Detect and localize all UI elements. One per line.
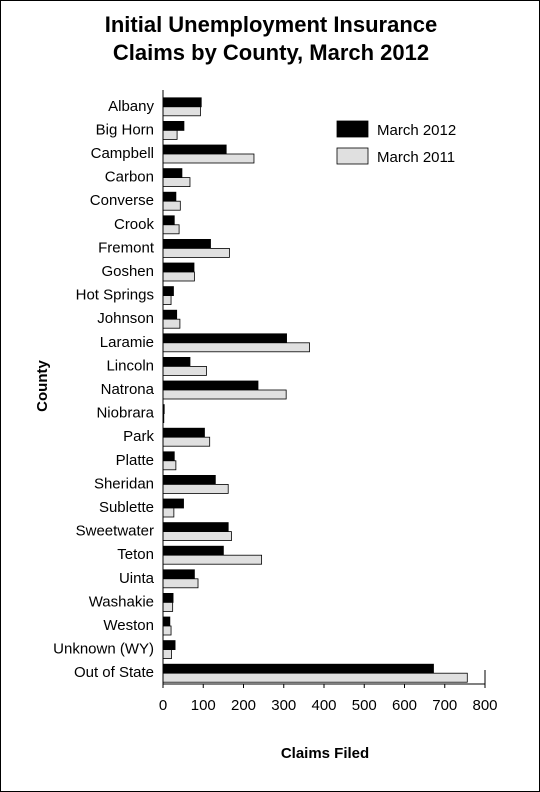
bar-march-2011-sublette bbox=[162, 507, 175, 518]
category-label: Park bbox=[123, 428, 154, 445]
category-label: Johnson bbox=[97, 310, 154, 327]
bar-march-2012-big-horn bbox=[162, 121, 185, 131]
category-label: Big Horn bbox=[96, 121, 154, 138]
category-label: Converse bbox=[90, 192, 154, 209]
category-label: Sweetwater bbox=[76, 523, 154, 540]
bar-march-2012-converse bbox=[162, 191, 177, 202]
category-label: Platte bbox=[116, 452, 154, 469]
x-tick-label: 400 bbox=[311, 697, 336, 714]
bar-march-2012-washakie bbox=[162, 593, 174, 603]
bar-march-2012-out-of-state bbox=[162, 663, 434, 674]
category-label: Sheridan bbox=[94, 475, 154, 492]
category-label: Sublette bbox=[99, 499, 154, 516]
bar-march-2011-sweetwater bbox=[162, 531, 232, 541]
category-label: Lincoln bbox=[106, 357, 154, 374]
bar-march-2012-albany bbox=[162, 97, 202, 108]
category-label: Out of State bbox=[74, 664, 154, 681]
bar-march-2011-converse bbox=[162, 200, 181, 211]
bar-march-2011-out-of-state bbox=[162, 672, 468, 683]
category-label: Goshen bbox=[101, 263, 154, 280]
bar-march-2011-fremont bbox=[162, 247, 230, 258]
x-tick-label: 200 bbox=[231, 697, 256, 714]
category-label: Carbon bbox=[105, 169, 154, 186]
category-label: Unknown (WY) bbox=[53, 641, 154, 658]
bar-march-2011-carbon bbox=[162, 177, 191, 188]
x-tick-label: 700 bbox=[432, 697, 457, 714]
bar-march-2012-laramie bbox=[162, 333, 287, 344]
bar-march-2012-crook bbox=[162, 215, 175, 226]
category-label: Teton bbox=[117, 546, 154, 563]
category-label: Washakie bbox=[89, 593, 154, 610]
bar-march-2011-laramie bbox=[162, 342, 310, 353]
bar-march-2012-unknown-wy bbox=[162, 640, 176, 650]
legend-label-march-2012: March 2012 bbox=[377, 122, 456, 139]
x-axis: 0 100 200 300 400 500 600 700 800 bbox=[159, 90, 498, 714]
legend-swatch-march-2011 bbox=[336, 147, 369, 165]
chart-title-line-2: Claims by County, March 2012 bbox=[112, 40, 430, 65]
bar-march-2011-natrona bbox=[162, 389, 287, 400]
bar-march-2012-teton bbox=[162, 545, 224, 556]
bar-march-2012-fremont bbox=[162, 238, 211, 249]
y-axis-title: County bbox=[34, 360, 51, 412]
bar-march-2011-uinta bbox=[162, 578, 199, 589]
bar-march-2011-weston bbox=[162, 625, 172, 636]
bar-march-2012-carbon bbox=[162, 168, 183, 179]
bar-march-2012-johnson bbox=[162, 309, 178, 320]
x-tick-label: 300 bbox=[271, 697, 296, 714]
bar-march-2012-lincoln bbox=[162, 356, 191, 367]
bar-march-2011-sheridan bbox=[162, 483, 229, 494]
bar-march-2012-hot-springs bbox=[162, 286, 174, 297]
x-axis-title: Claims Filed bbox=[281, 745, 369, 762]
bar-march-2011-unknown-wy bbox=[162, 649, 172, 659]
bar-march-2011-big-horn bbox=[162, 129, 178, 140]
x-tick-label: 0 bbox=[159, 697, 167, 714]
legend-swatch-march-2012 bbox=[336, 120, 369, 138]
bar-march-2011-park bbox=[162, 436, 211, 447]
bar-march-2012-natrona bbox=[162, 380, 259, 391]
bar-march-2011-lincoln bbox=[162, 365, 207, 376]
bar-march-2011-albany bbox=[162, 106, 201, 117]
bar-march-2011-goshen bbox=[162, 271, 195, 282]
x-tick-label: 800 bbox=[472, 697, 497, 714]
category-label: Uinta bbox=[119, 570, 155, 587]
bar-march-2012-uinta bbox=[162, 569, 195, 580]
legend-label-march-2011: March 2011 bbox=[377, 149, 455, 166]
chart-title: Initial Unemployment Insurance Claims by… bbox=[1, 11, 539, 67]
chart-title-line-1: Initial Unemployment Insurance bbox=[104, 12, 438, 37]
category-label: Niobrara bbox=[96, 405, 154, 422]
category-label: Natrona bbox=[101, 381, 155, 398]
bar-march-2012-goshen bbox=[162, 262, 195, 273]
bar-march-2011-hot-springs bbox=[162, 295, 172, 306]
x-tick-label: 600 bbox=[392, 697, 417, 714]
bar-march-2012-campbell bbox=[162, 144, 227, 155]
category-label: Campbell bbox=[91, 145, 154, 162]
bars-group bbox=[162, 97, 468, 683]
bar-march-2011-johnson bbox=[162, 318, 181, 329]
category-label: Albany bbox=[108, 98, 154, 115]
bar-march-2012-sublette bbox=[162, 498, 184, 509]
category-label: Hot Springs bbox=[76, 287, 154, 304]
category-label: Laramie bbox=[100, 334, 154, 351]
category-labels: Albany Big Horn Campbell Carbon Converse Croo… bbox=[53, 98, 155, 681]
category-label: Crook bbox=[114, 216, 155, 233]
bar-march-2011-campbell bbox=[162, 153, 255, 164]
bar-march-2012-weston bbox=[162, 616, 171, 627]
category-label: Weston bbox=[103, 617, 154, 634]
bar-march-2012-platte bbox=[162, 451, 175, 462]
legend: March 2012 March 2011 bbox=[336, 120, 456, 166]
bar-march-2011-crook bbox=[162, 224, 180, 235]
x-tick-label: 100 bbox=[191, 697, 216, 714]
bar-march-2011-washakie bbox=[162, 602, 174, 612]
bar-march-2011-teton bbox=[162, 554, 263, 565]
bar-march-2012-park bbox=[162, 427, 205, 438]
x-tick-label: 500 bbox=[352, 697, 377, 714]
bar-march-2012-sheridan bbox=[162, 474, 216, 485]
bar-march-2012-sweetwater bbox=[162, 522, 229, 532]
bar-march-2011-platte bbox=[162, 460, 177, 471]
category-label: Fremont bbox=[98, 239, 155, 256]
